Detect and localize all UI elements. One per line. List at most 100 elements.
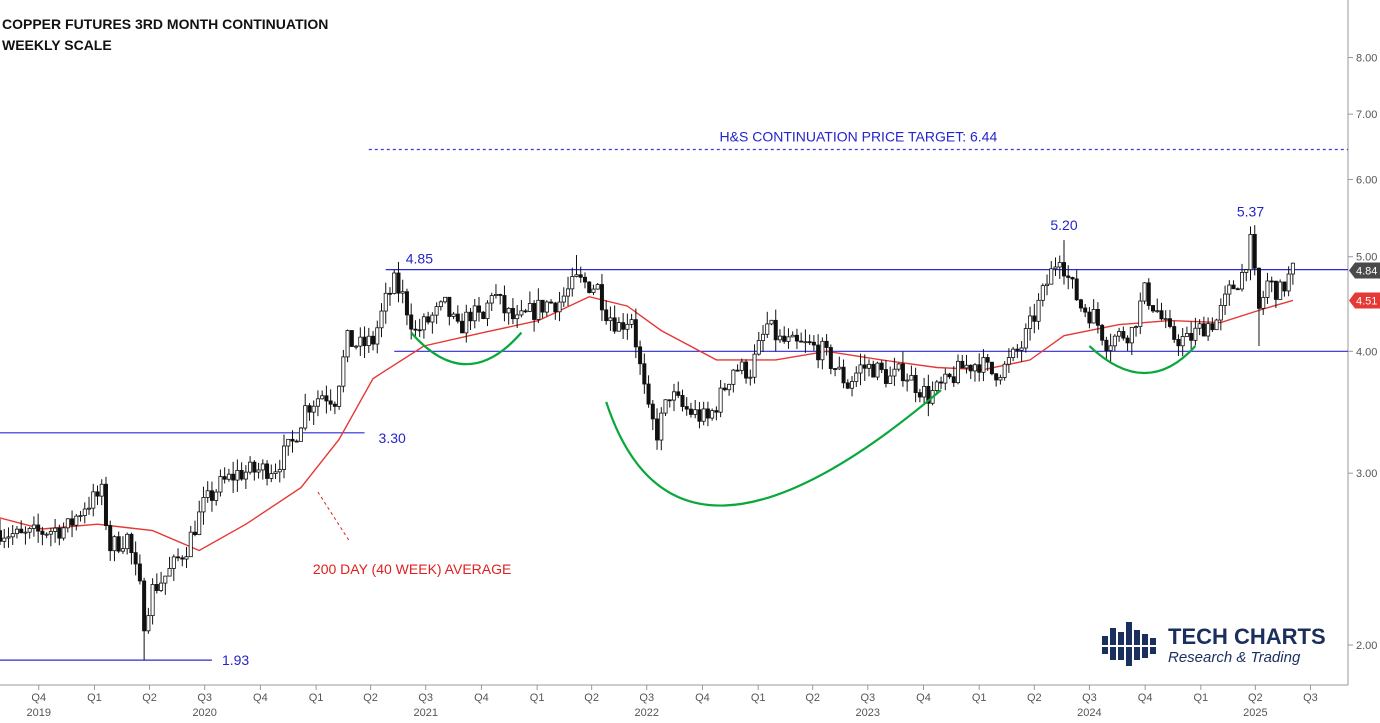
- candle-body: [248, 461, 253, 473]
- candle-body: [226, 473, 231, 480]
- candle-body: [1227, 284, 1232, 295]
- weekly-candle: [426, 311, 431, 325]
- candle-body: [578, 274, 583, 278]
- candle-body: [392, 272, 397, 294]
- weekly-candle: [777, 329, 782, 343]
- candle-body: [659, 412, 664, 441]
- weekly-candle: [1117, 327, 1122, 342]
- weekly-candle: [506, 307, 511, 325]
- weekly-candle: [1100, 323, 1105, 346]
- candle-body: [180, 557, 185, 560]
- candle-body: [1040, 285, 1045, 301]
- candlesticks-layer: [0, 225, 1295, 661]
- candle-body: [536, 299, 541, 320]
- weekly-candle: [82, 502, 87, 524]
- weekly-candle: [1112, 334, 1117, 352]
- weekly-candle: [1155, 298, 1160, 313]
- candle-body: [341, 356, 346, 387]
- candle-body: [57, 527, 62, 539]
- weekly-candle: [989, 361, 994, 376]
- weekly-candle: [99, 479, 104, 506]
- weekly-candle: [282, 434, 287, 479]
- weekly-candle: [1278, 279, 1283, 300]
- candle-body: [239, 470, 244, 480]
- weekly-candle: [14, 526, 19, 539]
- candle-body: [1006, 357, 1011, 365]
- candle-body: [362, 336, 367, 347]
- weekly-candle: [1252, 225, 1257, 276]
- weekly-candle: [964, 354, 969, 374]
- candle-body: [752, 353, 757, 378]
- weekly-candle: [705, 401, 710, 427]
- candle-body: [684, 406, 689, 410]
- candle-body: [176, 556, 181, 559]
- weekly-candle: [103, 476, 108, 531]
- weekly-candle: [205, 481, 210, 503]
- equalizer-bars-logo-icon: [1100, 622, 1158, 666]
- candle-body: [303, 405, 308, 429]
- x-tick-label-quarter: Q1: [751, 692, 766, 704]
- weekly-candle: [332, 401, 337, 415]
- weekly-candle: [404, 288, 409, 326]
- candle-body: [939, 381, 944, 384]
- candle-body: [811, 341, 816, 346]
- weekly-candle: [1163, 310, 1168, 329]
- candle-body: [154, 584, 159, 591]
- candle-body: [358, 336, 363, 347]
- weekly-candle: [286, 438, 291, 456]
- weekly-candle: [807, 334, 812, 346]
- candle-body: [587, 281, 592, 293]
- candle-body: [222, 476, 227, 480]
- candle-body: [883, 369, 888, 384]
- weekly-candle: [201, 486, 206, 525]
- candle-body: [40, 530, 45, 535]
- weekly-candle: [142, 577, 147, 661]
- weekly-candle: [137, 554, 142, 585]
- candle-body: [777, 335, 782, 341]
- candle-body: [1273, 280, 1278, 300]
- candle-body: [1134, 326, 1139, 329]
- candle-body: [595, 284, 600, 290]
- weekly-candle: [841, 359, 846, 389]
- weekly-candle: [544, 300, 549, 317]
- candle-body: [697, 409, 702, 422]
- chart-subtitle: WEEKLY SCALE: [2, 37, 112, 53]
- candle-body: [472, 305, 477, 322]
- candle-body: [515, 314, 520, 320]
- weekly-candle: [519, 300, 524, 318]
- candle-body: [845, 382, 850, 389]
- weekly-candle: [981, 349, 986, 382]
- weekly-candle: [1040, 283, 1045, 307]
- y-tick-label: 8.00: [1356, 53, 1377, 65]
- weekly-candle: [688, 402, 693, 418]
- candle-body: [1223, 293, 1228, 306]
- weekly-candle: [540, 299, 545, 319]
- candle-body: [493, 293, 498, 296]
- weekly-candle: [1282, 281, 1287, 297]
- candle-body: [947, 373, 952, 378]
- weekly-candle: [697, 401, 702, 429]
- level-label-1-93: 1.93: [222, 652, 249, 668]
- x-tick-label-year: 2020: [192, 707, 216, 719]
- candle-body: [409, 314, 414, 330]
- weekly-candle: [87, 496, 92, 515]
- candle-body: [1070, 277, 1075, 280]
- candle-body: [129, 533, 134, 554]
- candle-body: [19, 528, 24, 534]
- weekly-candle: [930, 381, 935, 406]
- logo-tagline: Research & Trading: [1168, 649, 1301, 666]
- weekly-candle: [1057, 255, 1062, 279]
- candle-body: [705, 408, 710, 419]
- candle-body: [256, 469, 261, 473]
- weekly-candle: [451, 311, 456, 320]
- candle-body: [324, 395, 329, 402]
- candle-body: [1125, 337, 1130, 344]
- weekly-candle: [1049, 261, 1054, 285]
- candle-body: [858, 364, 863, 374]
- candle-body: [1248, 234, 1253, 271]
- candle-body: [53, 527, 58, 532]
- candle-body: [875, 362, 880, 378]
- candle-body: [769, 319, 774, 325]
- candle-body: [1011, 348, 1016, 358]
- weekly-candle: [209, 481, 214, 512]
